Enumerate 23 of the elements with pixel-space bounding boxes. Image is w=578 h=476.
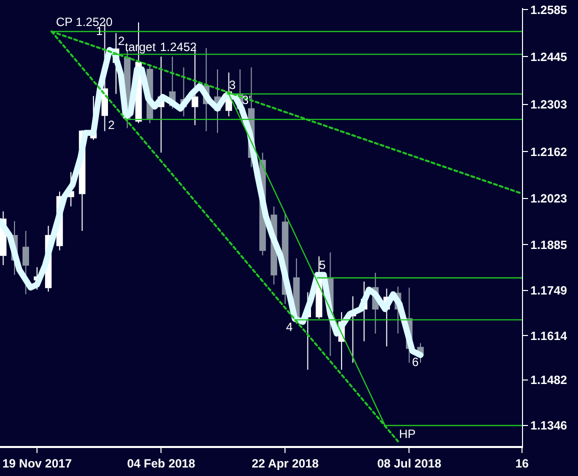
annotation: HP (399, 427, 416, 441)
x-tick-label: 19 Nov 2017 (2, 456, 72, 470)
y-tick-label: 1.1885 (530, 238, 568, 252)
y-tick-label: 1.2445 (530, 50, 568, 64)
annotation: 2 (108, 118, 115, 132)
annotation: 6 (412, 355, 419, 369)
y-tick-label: 1.1346 (530, 418, 568, 433)
annotation: 2 (118, 34, 125, 48)
y-tick-label: 1.2023 (530, 192, 568, 206)
x-tick-label: 04 Feb 2018 (127, 456, 196, 470)
y-tick-label: 1.1482 (530, 373, 568, 388)
y-tick-label: 1.2162 (530, 144, 568, 159)
x-tick-label: 08 Jul 2018 (377, 456, 442, 470)
y-tick-label: 1.1749 (530, 283, 568, 298)
y-tick-label: 1.2303 (530, 98, 568, 112)
annotation: 4 (286, 320, 293, 334)
annotation: 3 (229, 78, 236, 92)
y-tick-label: 1.2585 (530, 2, 568, 17)
annotation: 5 (319, 258, 326, 272)
x-tick-label: 16 (515, 456, 529, 470)
annotation: 1.2452 (160, 40, 198, 54)
x-tick-label: 22 Apr 2018 (252, 456, 319, 470)
y-tick-label: 1.1614 (530, 328, 568, 343)
